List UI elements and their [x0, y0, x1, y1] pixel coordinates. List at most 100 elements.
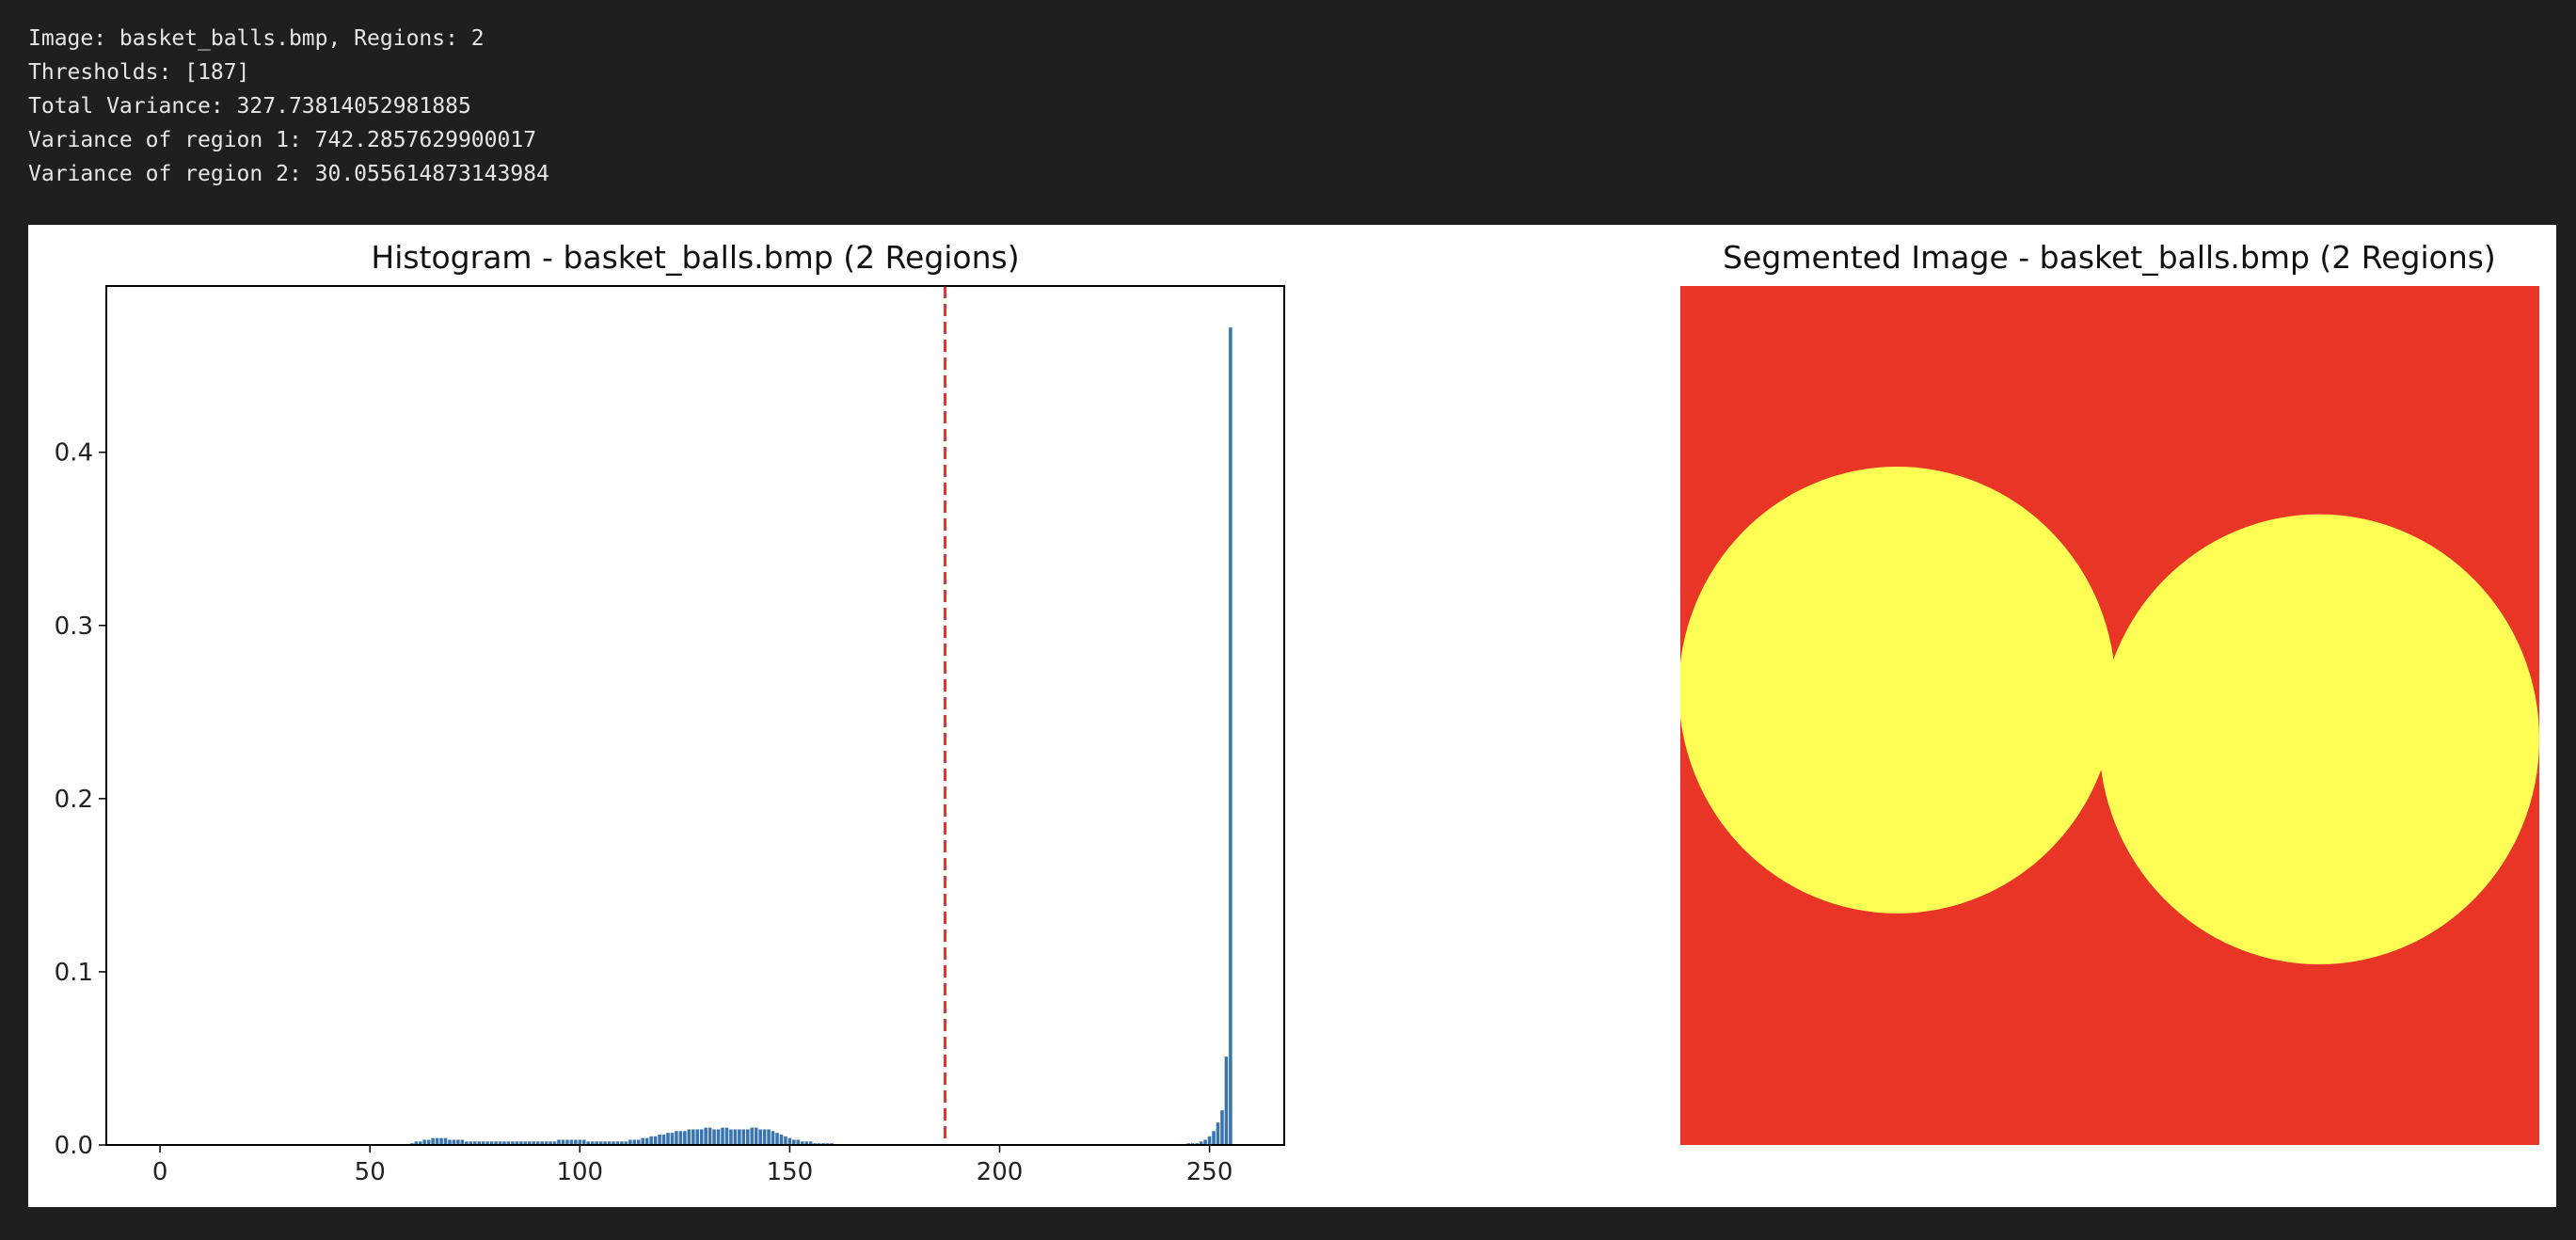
bar — [472, 1141, 477, 1145]
bar — [515, 1141, 519, 1145]
bar — [519, 1141, 523, 1145]
output-line: Thresholds: [187] — [28, 60, 249, 85]
bar — [590, 1141, 595, 1145]
bar — [624, 1141, 628, 1145]
bar — [569, 1139, 574, 1145]
bar — [557, 1139, 561, 1145]
bar — [691, 1129, 695, 1145]
chart-title: Histogram - basket_balls.bmp (2 Regions) — [371, 239, 1019, 276]
bar — [494, 1141, 498, 1145]
bar — [771, 1131, 775, 1145]
bar — [574, 1139, 578, 1145]
bar — [414, 1141, 419, 1145]
bar — [787, 1137, 792, 1145]
bar — [649, 1136, 653, 1145]
bar — [1203, 1139, 1207, 1145]
x-tick-label: 0 — [152, 1158, 168, 1186]
bar — [738, 1129, 741, 1145]
y-tick-label: 0.4 — [55, 439, 93, 468]
bar — [477, 1141, 481, 1145]
bar — [721, 1127, 724, 1145]
bar — [712, 1129, 716, 1145]
bar — [796, 1139, 801, 1145]
bar — [675, 1131, 678, 1145]
bar — [729, 1129, 733, 1145]
bar — [552, 1141, 557, 1145]
bar — [678, 1131, 683, 1145]
bar — [775, 1133, 779, 1145]
bar — [469, 1141, 473, 1145]
x-tick-label: 150 — [767, 1158, 814, 1186]
bar — [532, 1141, 536, 1145]
bar — [1199, 1141, 1203, 1145]
bar — [481, 1141, 485, 1145]
bar — [443, 1137, 448, 1145]
bar — [435, 1137, 439, 1145]
x-tick-label: 250 — [1186, 1158, 1233, 1186]
bar — [612, 1141, 615, 1145]
bar — [1212, 1131, 1216, 1145]
bar — [792, 1139, 796, 1145]
y-tick-label: 0.3 — [55, 612, 93, 641]
bar — [544, 1141, 549, 1145]
bar — [540, 1141, 544, 1145]
bar — [1207, 1136, 1212, 1145]
output-line: Image: basket_balls.bmp, Regions: 2 — [28, 26, 485, 51]
image-title: Segmented Image - basket_balls.bmp (2 Re… — [1723, 239, 2496, 276]
bar — [658, 1134, 661, 1145]
region-ball — [1680, 467, 2116, 914]
output-line: Total Variance: 327.73814052981885 — [28, 94, 471, 119]
bar — [687, 1129, 692, 1145]
bar — [620, 1141, 624, 1145]
bar — [485, 1141, 489, 1145]
output-line: Variance of region 2: 30.055614873143984 — [28, 162, 549, 186]
bar — [808, 1141, 813, 1145]
bar — [581, 1139, 586, 1145]
bar — [426, 1139, 431, 1145]
bar — [506, 1141, 511, 1145]
x-tick-label: 100 — [556, 1158, 603, 1186]
bar — [644, 1137, 649, 1145]
bar — [439, 1137, 443, 1145]
bar — [683, 1131, 687, 1145]
region-ball — [2099, 514, 2539, 964]
bar — [754, 1127, 758, 1145]
bar — [670, 1133, 675, 1145]
bar — [636, 1139, 641, 1145]
axes-frame — [105, 285, 1285, 1146]
bar — [661, 1134, 666, 1145]
bar — [460, 1139, 465, 1145]
bar — [804, 1141, 809, 1145]
x-tick-label: 200 — [977, 1158, 1024, 1186]
bar — [1220, 1110, 1224, 1145]
bar — [422, 1139, 426, 1145]
bar — [535, 1141, 540, 1145]
bar — [704, 1127, 708, 1145]
bar — [741, 1129, 746, 1145]
bar — [598, 1141, 603, 1145]
bar — [745, 1129, 750, 1145]
bar — [666, 1133, 670, 1145]
bar — [762, 1129, 767, 1145]
bar — [511, 1141, 515, 1145]
y-tick-label: 0.2 — [55, 786, 93, 814]
bar — [527, 1141, 532, 1145]
bar — [767, 1129, 771, 1145]
output-line: Variance of region 1: 742.2857629900017 — [28, 128, 536, 152]
bar — [465, 1141, 469, 1145]
bar — [502, 1141, 506, 1145]
bar — [733, 1129, 738, 1145]
bar — [489, 1141, 494, 1145]
bar — [628, 1139, 632, 1145]
bar — [653, 1136, 658, 1145]
bar — [523, 1141, 528, 1145]
bar — [1224, 1057, 1229, 1145]
bar — [561, 1139, 565, 1145]
y-tick-label: 0.0 — [55, 1132, 93, 1160]
bar — [779, 1134, 784, 1145]
bar — [586, 1141, 591, 1145]
y-tick-label: 0.1 — [55, 959, 93, 987]
bar — [448, 1139, 452, 1145]
bar — [632, 1139, 637, 1145]
